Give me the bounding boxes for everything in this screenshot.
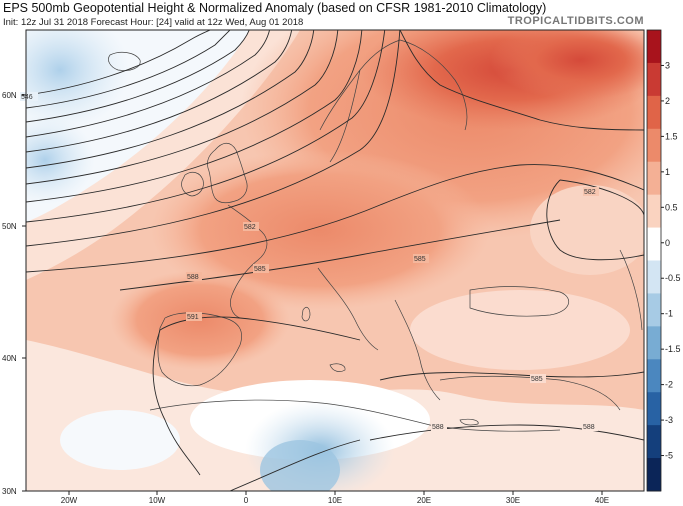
colorbar-swatch [647,30,661,64]
colorbar-swatch [647,62,661,97]
lat-label: 30N [2,487,17,496]
colorbar-swatch [647,392,661,426]
colorbar-swatch [647,425,661,459]
lon-label: 0 [244,496,249,505]
lon-axis: 20W 10W 0 10E 20E 30E 40E [61,491,609,505]
colorbar-swatch [647,359,661,393]
contour-label: 585 [414,256,426,263]
lon-label: 10E [328,496,342,505]
colorbar-ticks: 3 2 1.5 1 0.5 0 -0.5 -1 -1.5 -2 -3 -5 [661,60,681,461]
lon-label: 30E [506,496,520,505]
lon-label: 20W [61,496,78,505]
colorbar-tick-label: 0.5 [665,202,678,212]
contour-label: 582 [584,189,596,196]
lat-label: 60N [2,91,17,100]
colorbar-swatches [647,30,661,492]
colorbar-swatch [647,260,661,294]
site-watermark: TROPICALTIDBITS.COM [507,15,644,27]
colorbar-swatch [647,161,661,196]
lat-label: 50N [2,222,17,231]
colorbar-tick-label: -1 [665,309,673,319]
lon-label: 20E [417,496,431,505]
colorbar-tick-label: -3 [665,415,673,425]
colorbar-tick-label: -5 [665,451,673,461]
colorbar-swatch [647,95,661,130]
lon-label: 10W [149,496,166,505]
colorbar-swatch [647,194,661,229]
contour-labels: 546 582 585 588 591 585 585 582 588 588 [20,92,599,431]
colorbar-tick-label: -0.5 [665,273,681,283]
height-contours [26,30,644,491]
colorbar-tick-label: 1.5 [665,131,678,141]
colorbar-tick-label: 0 [665,238,670,248]
map-subtitle: Init: 12z Jul 31 2018 Forecast Hour: [24… [3,17,304,28]
contour-label: 585 [531,376,543,383]
colorbar-tick-label: 2 [665,96,670,106]
contour-label: 585 [254,266,266,273]
lat-axis: 60N 50N 40N 30N [2,91,26,496]
colorbar-frame [646,29,662,492]
colorbar-tick-label: -2 [665,380,673,390]
lon-label: 40E [595,496,609,505]
colorbar-swatch [647,293,661,327]
colorbar-tick-label: 1 [665,167,670,177]
colorbar-swatch [647,458,661,492]
contour-label: 582 [244,224,256,231]
contour-label: 588 [583,424,595,431]
map-title: EPS 500mb Geopotential Height & Normaliz… [3,1,547,15]
colorbar: 3 2 1.5 1 0.5 0 -0.5 -1 -1.5 -2 -3 -5 [646,29,681,492]
contour-label: 588 [432,424,444,431]
colorbar-swatch [647,227,661,261]
contour-label: 546 [21,94,33,101]
lat-label: 40N [2,354,17,363]
colorbar-tick-label: -1.5 [665,344,681,354]
colorbar-swatch [647,128,661,163]
colorbar-tick-label: 3 [665,60,670,70]
contour-label: 591 [187,314,199,321]
colorbar-swatch [647,326,661,360]
contour-label: 588 [187,274,199,281]
